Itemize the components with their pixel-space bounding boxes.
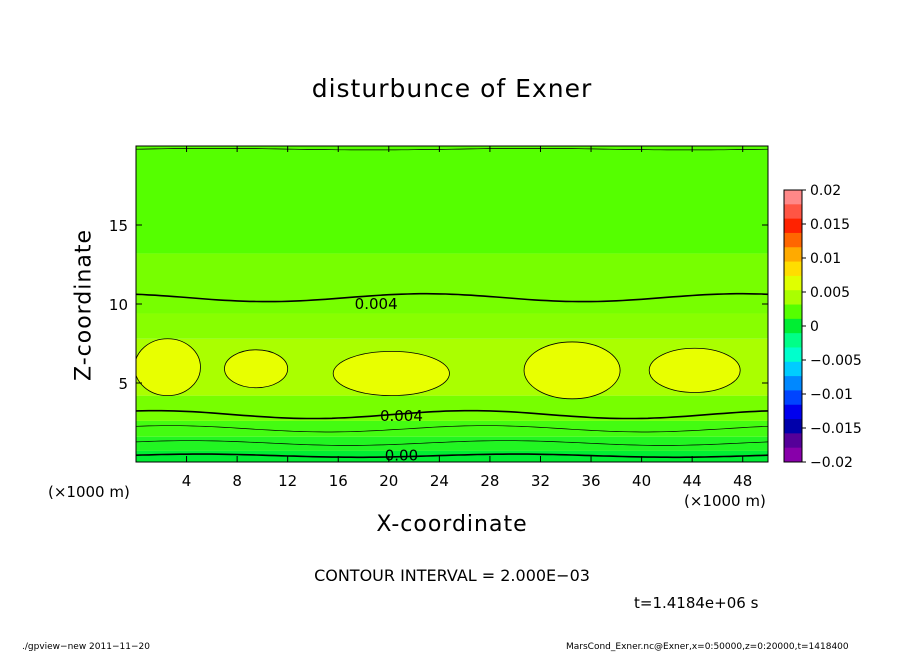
contour-band-5 [136, 313, 768, 339]
footer-right: MarsCond_Exner.nc@Exner,x=0:50000,z=0:20… [566, 642, 849, 652]
colorbar-swatch-0 [784, 190, 802, 205]
y-tick-label-2: 15 [109, 217, 128, 235]
colorbar-label-7: −0.015 [810, 421, 862, 437]
colorbar-label-5: −0.005 [810, 353, 862, 369]
colorbar-swatch-4 [784, 247, 802, 263]
contour-line-5 [136, 148, 768, 151]
colorbar-swatch-16 [784, 419, 802, 434]
x-tick-label-8: 36 [581, 472, 600, 490]
x-tick-label-5: 24 [430, 472, 449, 490]
contour-interval: CONTOUR INTERVAL = 2.000E−03 [314, 566, 590, 585]
colorbar-swatch-18 [784, 447, 802, 463]
x-tick-label-11: 48 [733, 472, 752, 490]
colorbar-swatch-11 [784, 347, 802, 363]
colorbar-swatch-8 [784, 304, 802, 320]
high-region-0 [136, 338, 201, 397]
x-tick-label-10: 44 [683, 472, 702, 490]
x-tick-label-7: 32 [531, 472, 550, 490]
colorbar-swatch-15 [784, 404, 802, 420]
colorbar-label-0: 0.02 [810, 183, 841, 199]
colorbar-label-4: 0 [810, 319, 819, 335]
contour-label-1: 0.004 [380, 407, 423, 425]
x-tick-label-4: 20 [379, 472, 398, 490]
colorbar-label-1: 0.015 [810, 217, 850, 233]
contour-line-1 [136, 440, 768, 446]
colorbar-swatch-6 [784, 275, 802, 291]
high-region-2 [332, 350, 450, 397]
colorbar-swatch-13 [784, 376, 802, 391]
colorbar-swatch-3 [784, 232, 802, 248]
colorbar-swatch-9 [784, 318, 802, 334]
colorbar-swatch-2 [784, 218, 802, 234]
colorbar-label-2: 0.01 [810, 251, 841, 267]
y-axis-label: Z-coordinate [71, 229, 97, 381]
contour-label-2: 0.00 [385, 447, 418, 465]
x-tick-label-9: 40 [632, 472, 651, 490]
footer-left: ./gpview−new 2011−11−20 [22, 642, 150, 652]
colorbar-label-8: −0.02 [810, 455, 853, 471]
contour-band-2 [136, 420, 768, 437]
contour-band-7 [136, 146, 768, 254]
colorbar-swatch-1 [784, 204, 802, 220]
contour-band-1 [136, 436, 768, 451]
colorbar-swatch-7 [784, 290, 802, 306]
x-unit-right: (×1000 m) [684, 492, 766, 510]
time-label: t=1.4184e+06 s [634, 594, 759, 612]
high-region-1 [224, 349, 289, 389]
y-tick-label-0: 5 [118, 375, 128, 393]
colorbar-swatch-5 [784, 261, 802, 277]
x-tick-label-6: 28 [480, 472, 499, 490]
contour-line-2 [136, 425, 768, 433]
x-tick-label-3: 16 [329, 472, 348, 490]
colorbar-label-6: −0.01 [810, 387, 853, 403]
contour-band-0 [136, 450, 768, 462]
x-axis-label: X-coordinate [376, 512, 528, 537]
colorbar-label-3: 0.005 [810, 285, 850, 301]
colorbar-swatch-14 [784, 390, 802, 406]
y-tick-label-1: 10 [109, 296, 128, 314]
x-tick-label-2: 12 [278, 472, 297, 490]
contour-band-3 [136, 395, 768, 421]
x-tick-label-1: 8 [232, 472, 242, 490]
colorbar: 0.02 0.015 0.01 0.005 0 −0.005 −0.01 −0.015 −0.0… [783, 183, 862, 471]
x-tick-label-0: 4 [182, 472, 192, 490]
contour-line-4 [136, 292, 768, 303]
chart-title: disturbunce of Exner [311, 74, 593, 103]
colorbar-swatch-17 [784, 433, 802, 449]
x-unit-left: (×1000 m) [48, 483, 130, 501]
high-region-3 [523, 341, 621, 400]
high-region-4 [648, 347, 741, 393]
colorbar-swatch-12 [784, 361, 802, 377]
colorbar-swatch-10 [784, 333, 802, 348]
plot-area: 0.004 0.004 0.00 [136, 146, 768, 465]
contour-line-3 [136, 409, 768, 420]
contour-band-6 [136, 253, 768, 314]
contour-line-0 [136, 453, 768, 459]
contour-label-0: 0.004 [355, 295, 398, 313]
